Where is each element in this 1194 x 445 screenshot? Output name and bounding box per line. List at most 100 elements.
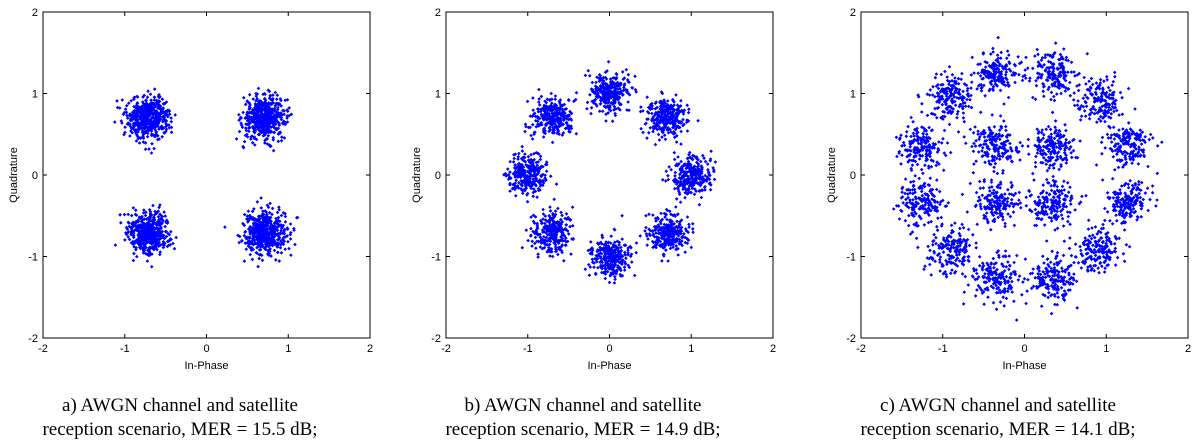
symbol-cluster-points [916,65,992,134]
symbol-cluster-8 [965,35,1032,117]
x-tick-label: 1 [1103,343,1109,355]
panel-c: -2 -1 0 1 2 -2 -1 0 1 2 In-Phase Quadrature c) AWGN… [818,0,1191,445]
symbol-cluster-4 [1012,163,1088,243]
x-axis-label: In-Phase [587,360,631,372]
y-tick-label: 0 [850,170,856,182]
symbol-cluster-3 [573,60,643,123]
y-tick-label: 1 [435,89,441,101]
caption-c-line-2: reception scenario, MER = 14.1 dB; [860,419,1136,440]
y-tick-label: -2 [28,333,38,345]
x-tick-label: -1 [120,343,130,355]
symbol-cluster-points [910,221,982,279]
y-tick-label: 2 [435,7,441,19]
caption-a-line-2: reception scenario, MER = 15.5 dB; [42,419,318,440]
symbol-cluster-points [894,95,953,178]
scatter-points [113,86,300,269]
caption-b-line-2: reception scenario, MER = 14.9 dB; [445,419,721,440]
symbol-cluster-points [638,90,700,147]
symbol-cluster-points [1103,171,1160,226]
x-tick-label: -1 [938,343,948,355]
symbol-cluster-points [234,86,294,153]
y-axis-label: Quadrature [411,147,423,203]
y-tick-label: 2 [32,7,38,19]
symbol-cluster-points [962,114,1035,182]
caption-b: b) AWGN channel and satellite reception … [403,394,763,442]
y-axis-label: Quadrature [826,147,838,203]
symbol-cluster-points [520,197,576,263]
symbol-cluster-3 [960,165,1028,232]
y-tick-label: 1 [32,89,38,101]
symbol-cluster-points [960,165,1028,232]
symbol-cluster-points [660,142,718,207]
symbol-cluster-points [634,200,695,263]
symbol-cluster-points [1062,218,1132,275]
symbol-cluster-points [1094,107,1164,182]
symbol-cluster-5 [1094,107,1164,182]
symbol-cluster-1 [1020,110,1083,179]
symbol-cluster-points [1059,70,1131,130]
symbol-cluster-points [961,249,1030,322]
symbol-cluster-points [113,87,177,155]
y-tick-label: -2 [846,333,856,345]
x-tick-label: 2 [1185,343,1191,355]
scatter-plot-c: -2 -1 0 1 2 -2 -1 0 1 2 In-Phase Quadrature [826,7,1191,372]
symbol-cluster-8 [634,200,695,263]
x-tick-label: 2 [770,343,776,355]
x-tick-label: 0 [203,343,209,355]
x-axis-label: In-Phase [1002,360,1046,372]
y-tick-label: -1 [846,252,856,264]
y-tick-label: -1 [431,252,441,264]
symbol-cluster-12 [910,221,982,279]
panel-a: -2 -1 0 1 2 -2 -1 0 1 2 In-Phase Quadrature a) AWGN… [0,0,373,445]
symbol-cluster-10 [894,95,953,178]
symbol-cluster-points [523,87,579,145]
x-tick-label: 1 [688,343,694,355]
symbol-cluster-points [1019,41,1090,103]
plot-frame [42,11,371,339]
symbol-cluster-11 [891,171,951,236]
symbol-cluster-2 [638,90,700,147]
symbol-cluster-points [891,171,951,236]
symbol-cluster-points [583,213,638,285]
caption-c: c) AWGN channel and satellite reception … [818,394,1178,442]
y-tick-label: 0 [32,170,38,182]
x-tick-label: 1 [285,343,291,355]
symbol-cluster-4 [223,196,300,269]
caption-a-line-1: a) AWGN channel and satellite [62,395,298,416]
symbol-cluster-13 [961,249,1030,322]
symbol-cluster-1 [660,142,718,207]
y-tick-label: 0 [435,170,441,182]
symbol-cluster-points [573,60,643,123]
x-tick-label: -2 [856,343,866,355]
symbol-cluster-2 [113,87,177,155]
symbol-cluster-points [502,144,559,204]
y-tick-label: -2 [431,333,441,345]
symbol-cluster-points [113,203,178,269]
y-tick-label: 2 [850,7,856,19]
symbol-cluster-points [1012,163,1088,243]
symbol-cluster-9 [916,65,992,134]
symbol-cluster-7 [1019,41,1090,103]
caption-a: a) AWGN channel and satellite reception … [0,394,360,442]
symbol-cluster-points [965,35,1032,117]
symbol-cluster-points [223,196,300,269]
symbol-cluster-6 [520,197,576,263]
symbol-cluster-3 [113,203,178,269]
panel-b: -2 -1 0 1 2 -2 -1 0 1 2 In-Phase Quadrature b) AWGN… [403,0,776,445]
symbol-cluster-7 [583,213,638,285]
symbol-cluster-6 [1059,70,1131,130]
caption-c-line-1: c) AWGN channel and satellite [880,395,1116,416]
symbol-cluster-points [1020,110,1083,179]
symbol-cluster-16 [1103,171,1160,226]
scatter-points [502,60,718,285]
x-tick-label: -2 [38,343,48,355]
scatter-points [891,35,1164,322]
x-axis-label: In-Phase [184,360,228,372]
scatter-plot-b: -2 -1 0 1 2 -2 -1 0 1 2 In-Phase Quadrature [411,7,776,372]
x-tick-label: -2 [441,343,451,355]
symbol-cluster-1 [234,86,294,153]
symbol-cluster-2 [962,114,1035,182]
x-tick-label: 0 [606,343,612,355]
symbol-cluster-5 [502,144,559,204]
scatter-plot-a: -2 -1 0 1 2 -2 -1 0 1 2 In-Phase Quadrature [8,7,373,372]
